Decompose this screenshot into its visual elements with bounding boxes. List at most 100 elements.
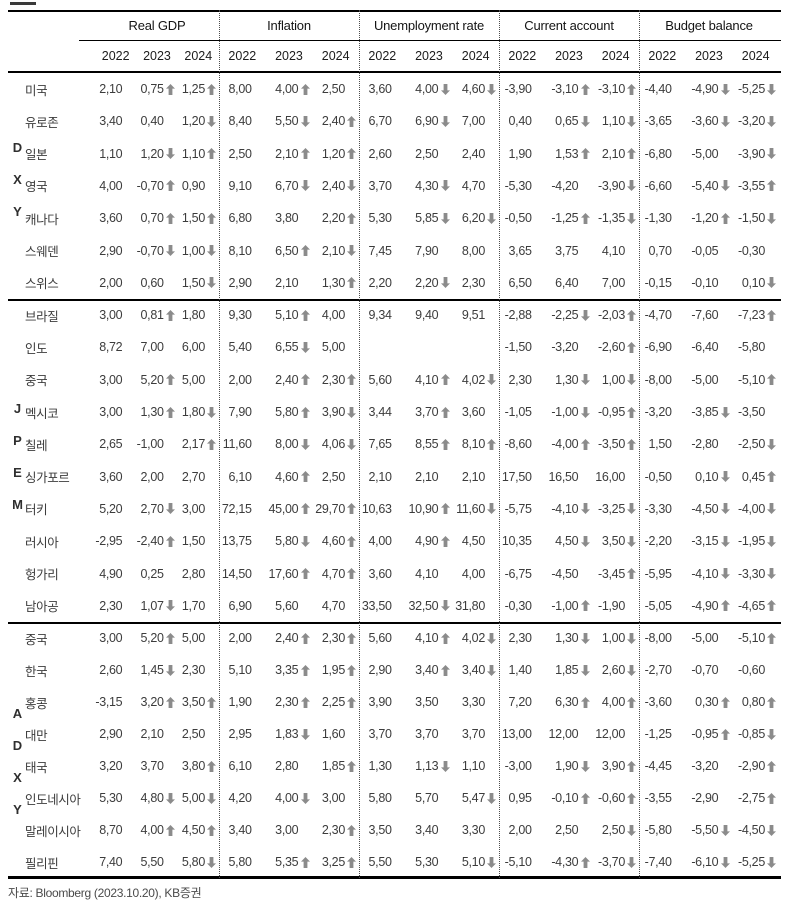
down-arrow-icon [207, 245, 217, 257]
value-text: 1,10 [181, 146, 205, 161]
value-cell: 8,55 [406, 428, 453, 460]
value-text: -0,10 [691, 275, 719, 290]
value-cell: 5,80 [266, 525, 313, 557]
value-cell: -3,30 [732, 557, 779, 589]
value-text: 3,40 [415, 663, 439, 677]
value-text: 5,50 [275, 114, 299, 129]
value-text: -4,50 [551, 566, 579, 581]
up-arrow-icon [166, 406, 176, 418]
arrow-slot [124, 825, 134, 836]
value-text: -5,00 [691, 631, 719, 645]
value-cell: -4,10 [686, 557, 733, 589]
value-cell: -1,00 [136, 428, 177, 460]
table-bottom-border [8, 876, 781, 879]
up-arrow-icon [347, 503, 357, 515]
value-cell: 4,02 [452, 364, 499, 396]
arrow-slot [300, 600, 310, 611]
country-label: 대만 [25, 728, 48, 743]
value-text: 4,10 [415, 566, 439, 581]
arrow-slot [254, 374, 264, 385]
value-cell: 3,80 [266, 202, 313, 234]
value-cell: 6,80 [219, 202, 266, 234]
value-cell: -3,90 [592, 170, 639, 202]
value-text: 4,70 [461, 178, 485, 193]
value-text: -4,00 [737, 501, 765, 516]
country-group: D X Y 미국 2,10 0,75 1,25 8,00 4,00 2,50 3,60 4,00 4,6… [0, 73, 789, 299]
year-header: 2023 [695, 48, 723, 63]
arrow-slot [580, 277, 590, 288]
value-cell: 2,30 [312, 364, 359, 396]
arrow-slot [674, 439, 684, 450]
value-cell: -5,30 [499, 170, 546, 202]
value-cell: -2,70 [639, 654, 686, 686]
value-cell: 2,70 [178, 460, 219, 492]
arrow-slot [124, 568, 134, 579]
down-arrow-icon [627, 824, 637, 836]
value-cell: -3,15 [95, 686, 136, 718]
up-arrow-icon [767, 471, 777, 483]
down-arrow-icon [487, 503, 497, 515]
table-row: 캐나다 3,60 0,70 1,50 6,80 3,80 2,20 5,30 5,85 6,20 -… [0, 202, 789, 234]
down-arrow-icon [580, 309, 590, 321]
table-top-border [8, 10, 781, 12]
value-cell: 4,00 [266, 73, 313, 105]
down-arrow-icon [767, 212, 777, 224]
arrow-slot [254, 665, 264, 676]
table-row: 일본 1,10 1,20 1,10 2,50 2,10 1,20 2,60 2,50 2,40 1,… [0, 138, 789, 170]
arrow-slot [580, 568, 590, 579]
country-label: 유로존 [25, 115, 59, 130]
value-cell: 3,90 [592, 750, 639, 782]
value-cell: 3,90 [359, 686, 406, 718]
value-text: -2,95 [95, 534, 123, 549]
arrow-slot [674, 697, 684, 708]
value-cell: 1,10 [95, 138, 136, 170]
value-cell: -3,20 [732, 105, 779, 137]
value-text: 5,80 [181, 855, 205, 869]
arrow-slot [207, 374, 217, 385]
arrow-slot [534, 116, 544, 127]
value-cell: -3,55 [732, 170, 779, 202]
value-cell: -5,95 [639, 557, 686, 589]
arrow-slot [254, 407, 264, 418]
value-cell: 4,00 [312, 299, 359, 331]
value-text: 0,40 [508, 114, 532, 129]
arrow-slot [254, 245, 264, 256]
value-text: 2,50 [228, 146, 252, 161]
table-row: 대만 2,90 2,10 2,50 2,95 1,83 1,60 3,70 3,70 3,70 13… [0, 718, 789, 750]
value-cell: 0,75 [136, 73, 177, 105]
value-text: 3,44 [368, 405, 392, 420]
value-cell: -0,95 [592, 396, 639, 428]
value-cell: 0,65 [546, 105, 593, 137]
value-cell: 2,50 [178, 718, 219, 750]
value-text: -3,30 [644, 501, 672, 516]
country-label: 중국 [25, 632, 48, 647]
down-arrow-icon [207, 115, 217, 127]
header-bottom-border [8, 71, 781, 73]
value-cell: 3,40 [406, 654, 453, 686]
value-text: 8,00 [228, 82, 252, 97]
value-text: 0,10 [741, 275, 765, 290]
value-cell: 2,00 [499, 814, 546, 846]
value-cell: 2,30 [499, 622, 546, 654]
value-text: 6,50 [275, 243, 299, 258]
value-cell: 1,30 [136, 396, 177, 428]
metric-header: Budget balance [665, 17, 753, 33]
arrow-slot [394, 407, 404, 418]
year-header: 2022 [648, 48, 677, 63]
value-cell: -4,70 [639, 299, 686, 331]
value-text: 8,40 [228, 114, 252, 129]
value-cell: 4,10 [406, 364, 453, 396]
value-cell: 0,90 [178, 170, 219, 202]
down-arrow-icon [487, 632, 497, 644]
value-cell: 3,25 [312, 846, 359, 878]
arrow-slot [534, 729, 544, 740]
value-text: -1,50 [504, 340, 532, 355]
country-label: 말레이시아 [25, 824, 81, 839]
value-cell: 3,70 [406, 396, 453, 428]
value-text: 3,40 [228, 823, 252, 837]
arrow-slot [674, 857, 684, 868]
value-text: 3,20 [99, 759, 123, 773]
value-text: 4,60 [321, 534, 345, 549]
down-arrow-icon [767, 856, 777, 868]
up-arrow-icon [627, 341, 637, 353]
